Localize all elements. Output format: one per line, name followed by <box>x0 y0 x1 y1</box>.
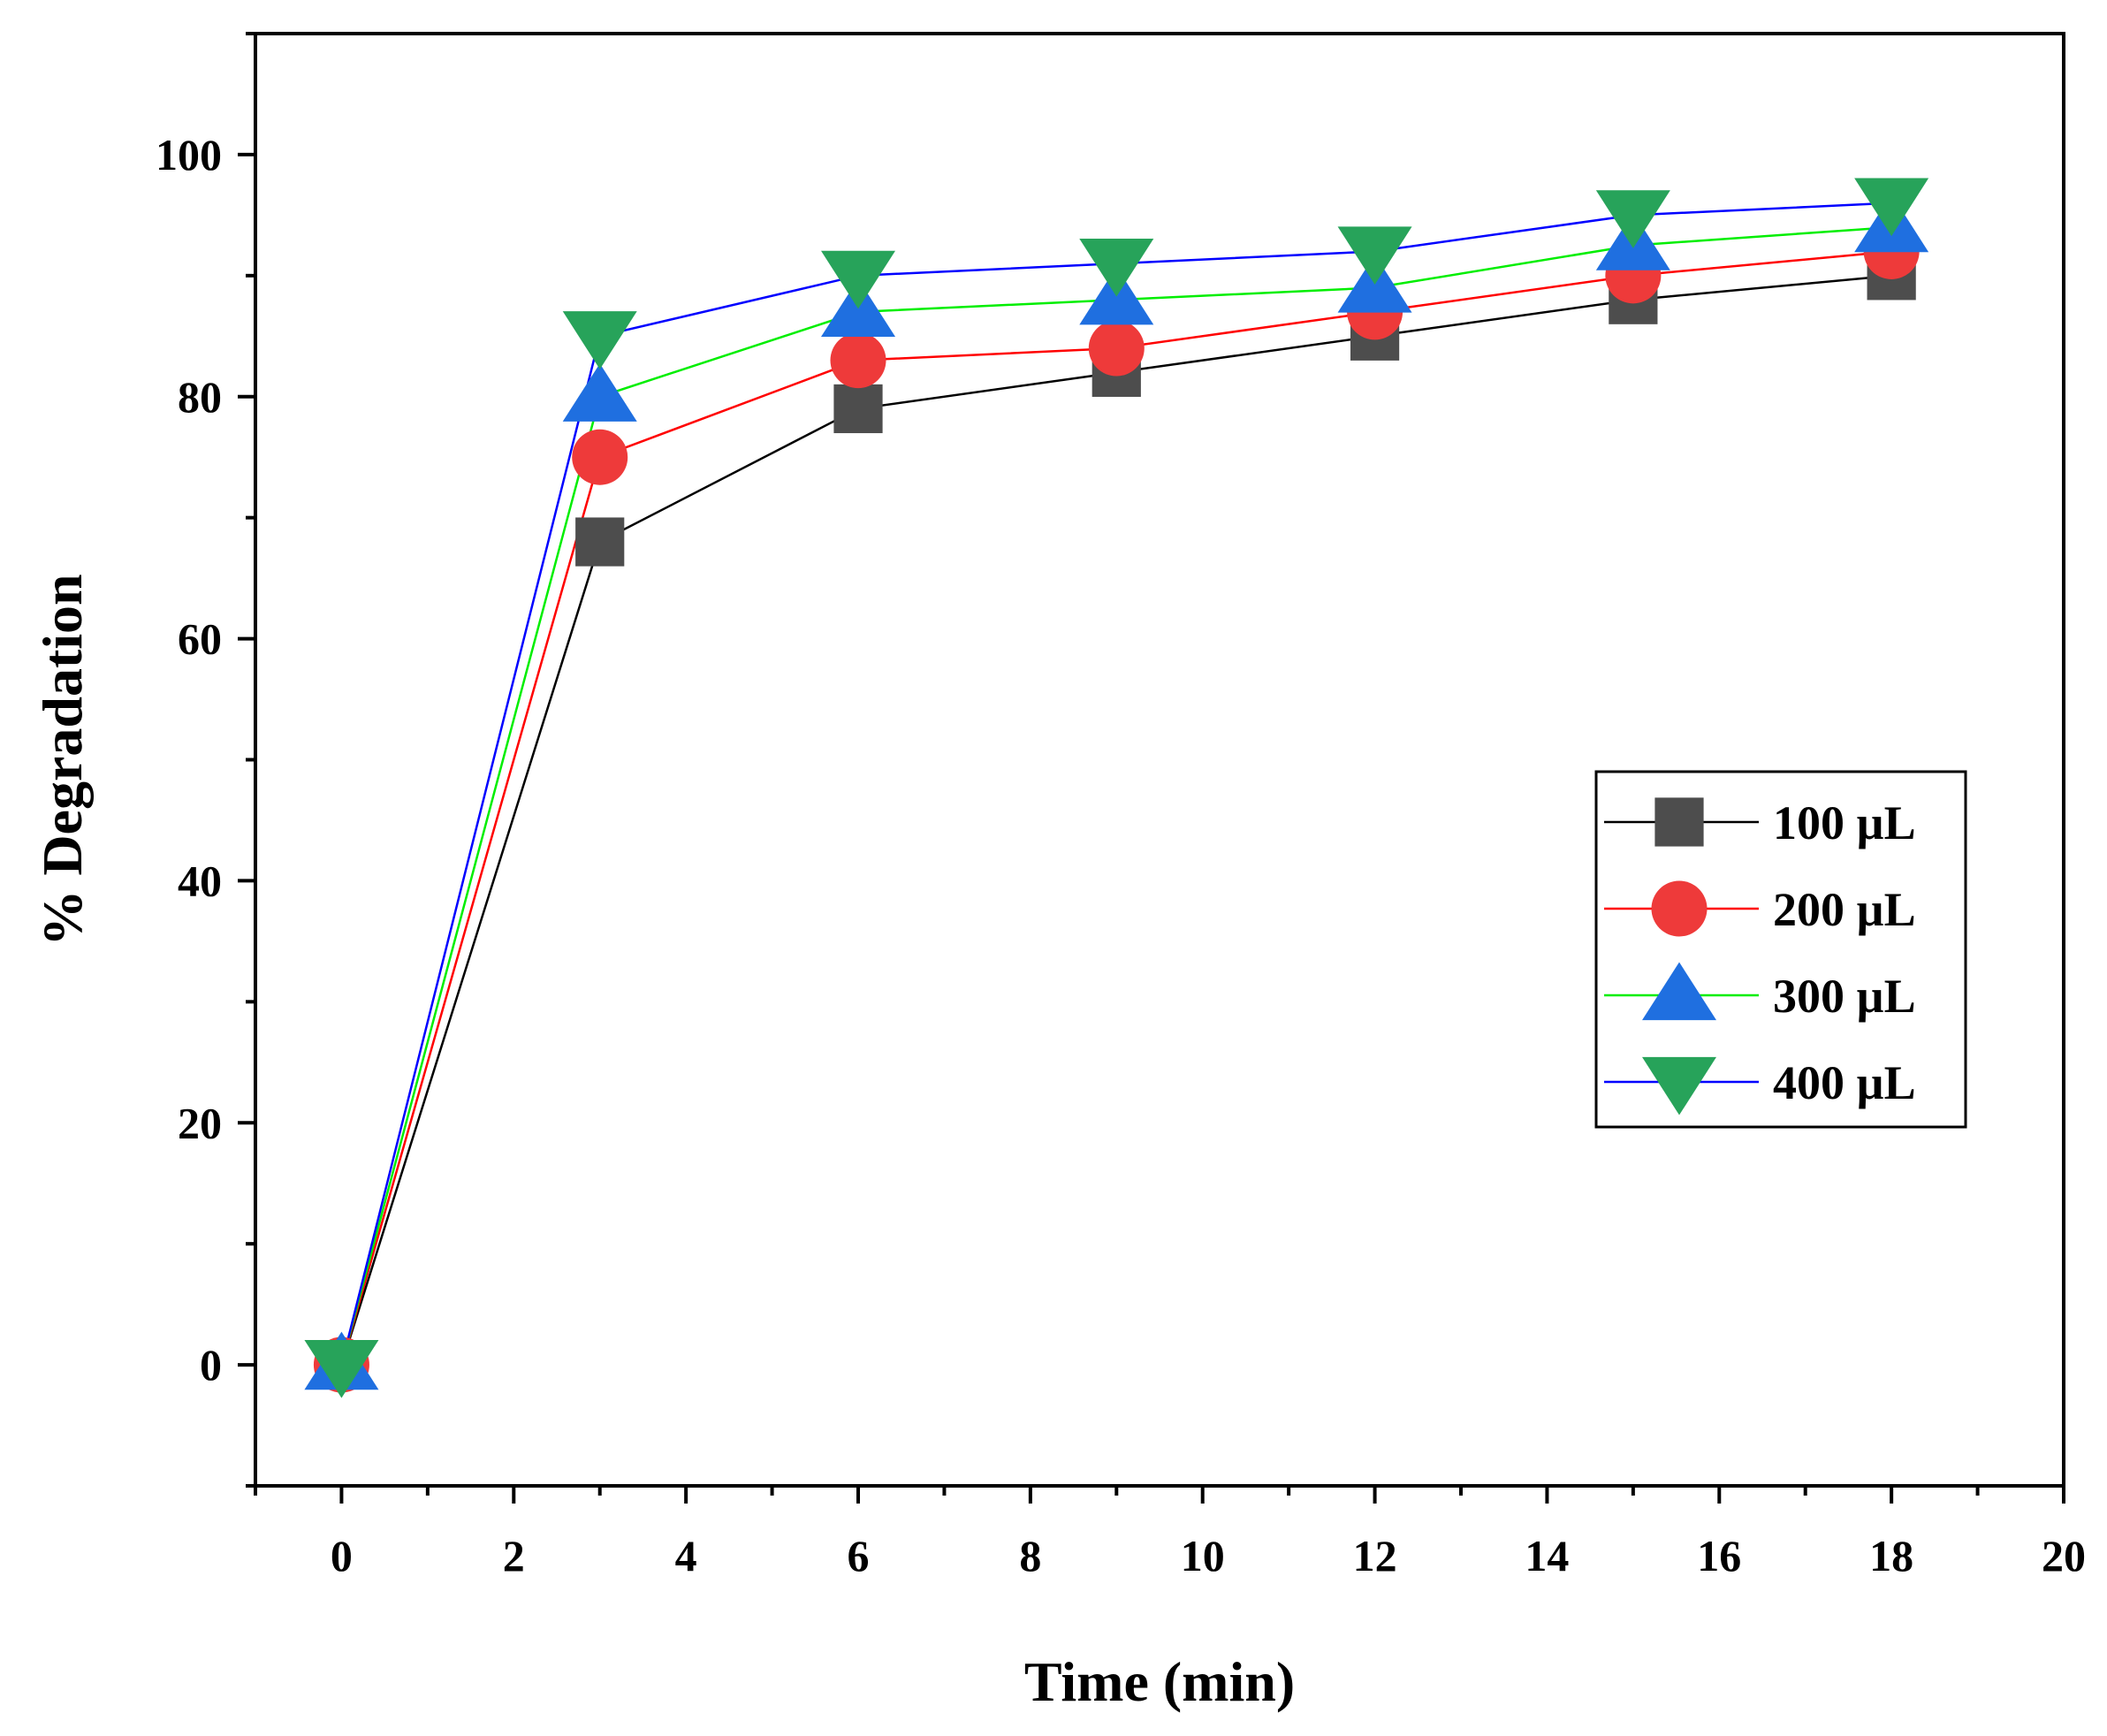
data-point-series-4 <box>1854 178 1929 237</box>
tick-labels: 0 2 4 6 8 10 12 14 16 18 20 0 20 40 60 80 100 <box>156 130 2086 1580</box>
x-tick-label: 20 <box>2042 1531 2086 1580</box>
data-point-series-2 <box>830 332 886 389</box>
data-point-series-1 <box>833 384 883 434</box>
data-point-series-3 <box>562 363 637 422</box>
legend-label: 200 µL <box>1773 883 1916 936</box>
data-point-series-1 <box>575 517 625 567</box>
x-tick-label: 6 <box>848 1531 870 1580</box>
legend-label: 400 µL <box>1773 1056 1916 1109</box>
axis-ticks <box>238 32 2065 1504</box>
y-tick-label: 100 <box>156 130 222 179</box>
y-tick-label: 20 <box>178 1098 222 1147</box>
x-tick-label: 0 <box>331 1531 353 1580</box>
x-tick-label: 18 <box>1869 1531 1913 1580</box>
data-point-series-4 <box>562 311 637 369</box>
x-tick-label: 16 <box>1697 1531 1741 1580</box>
legend-label: 100 µL <box>1773 796 1916 849</box>
data-point-series-4 <box>304 1339 379 1398</box>
data-point-series-2 <box>1088 320 1145 377</box>
legend-marker <box>1642 962 1716 1021</box>
x-tick-label: 14 <box>1525 1531 1569 1580</box>
data-point-series-4 <box>1337 226 1412 285</box>
x-tick-label: 12 <box>1353 1531 1397 1580</box>
x-tick-label: 4 <box>675 1531 697 1580</box>
data-point-series-4 <box>821 250 895 309</box>
y-tick-label: 0 <box>200 1340 222 1390</box>
y-axis-title: % Degradation <box>31 574 94 946</box>
legend: 100 µL 200 µL 300 µL 400 µL <box>1594 770 1967 1129</box>
legend-marker <box>1642 1056 1716 1115</box>
data-point-series-4 <box>1079 239 1154 297</box>
y-tick-label: 80 <box>178 372 222 422</box>
legend-marker <box>1654 797 1704 847</box>
x-axis-title: Time (min) <box>1024 1650 1295 1713</box>
x-tick-label: 8 <box>1019 1531 1041 1580</box>
y-tick-label: 40 <box>178 856 222 905</box>
legend-marker <box>1651 880 1708 937</box>
plot-frame <box>254 32 2065 1488</box>
legend-label: 300 µL <box>1773 970 1916 1023</box>
x-tick-label: 2 <box>503 1531 525 1580</box>
y-tick-label: 60 <box>178 614 222 664</box>
data-point-series-2 <box>572 429 628 485</box>
series-markers <box>304 178 1929 1398</box>
x-tick-label: 10 <box>1181 1531 1225 1580</box>
data-point-series-4 <box>1595 190 1670 248</box>
